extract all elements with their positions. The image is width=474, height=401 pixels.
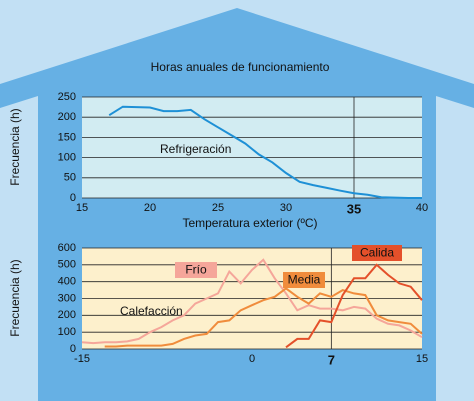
y-tick-label: 50 [64, 172, 76, 184]
y-axis-label: Frecuencia (h) [8, 108, 22, 185]
x-tick-label: 35 [347, 201, 361, 216]
chart: Horas anuales de funcionamiento Refriger… [0, 0, 474, 401]
chart-title: Horas anuales de funcionamiento [151, 60, 330, 74]
annotation: Calefacción [120, 304, 183, 318]
y-tick-label: 600 [58, 242, 76, 254]
x-tick-label: -15 [74, 353, 90, 365]
plot-area [82, 97, 422, 198]
y-tick-label: 150 [58, 131, 76, 143]
y-tick-label: 200 [58, 111, 76, 123]
y-tick-label: 500 [58, 259, 76, 271]
y-tick-label: 300 [58, 292, 76, 304]
x-axis-label: Temperatura exterior (ºC) [182, 216, 317, 230]
y-tick-label: 200 [58, 309, 76, 321]
legend-label: Frío [185, 263, 207, 277]
y-tick-label: 250 [58, 91, 76, 103]
x-tick-label: 0 [249, 353, 255, 365]
x-tick-label: 15 [76, 202, 88, 214]
legend-label: Calida [360, 246, 394, 260]
annotation: Refrigeración [160, 142, 231, 156]
legend-label: Media [288, 273, 321, 287]
x-tick-label: 15 [416, 353, 428, 365]
x-tick-label: 20 [144, 202, 156, 214]
x-tick-label: 30 [280, 202, 292, 214]
y-axis-label: Frecuencia (h) [8, 259, 22, 336]
y-tick-label: 100 [58, 326, 76, 338]
y-tick-label: 400 [58, 276, 76, 288]
page: Horas anuales de funcionamiento Refriger… [0, 0, 474, 401]
x-tick-label: 7 [328, 352, 335, 367]
y-tick-label: 100 [58, 152, 76, 164]
x-tick-label: 25 [212, 202, 224, 214]
x-tick-label: 40 [416, 202, 428, 214]
